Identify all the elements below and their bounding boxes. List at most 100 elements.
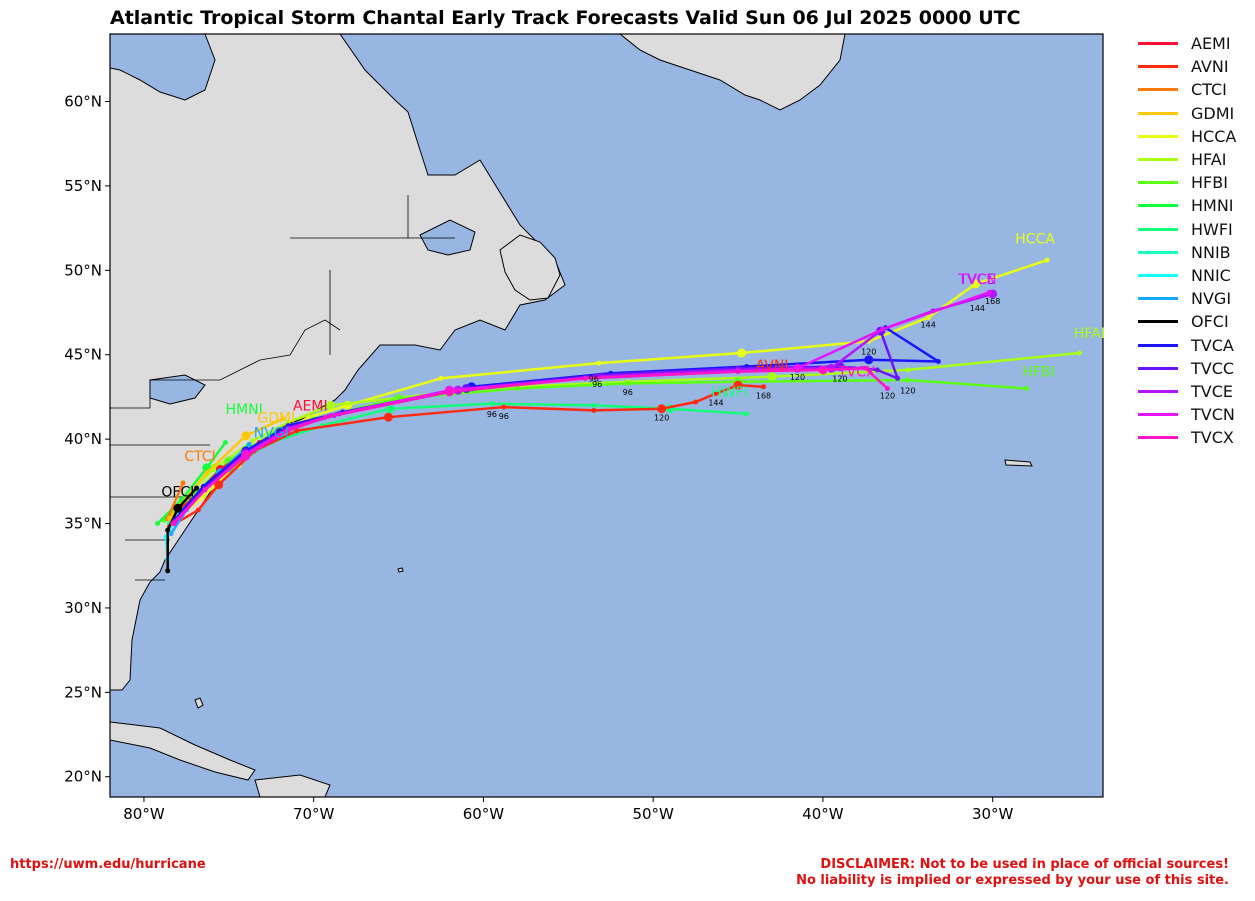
website-link[interactable]: https://uwm.edu/hurricane: [10, 857, 206, 872]
track-label-avni: AVNI: [756, 358, 789, 374]
forecast-hour-label: 96: [589, 375, 599, 384]
forecast-tracks: [155, 257, 1082, 574]
forecast-hour-label: 120: [790, 373, 805, 382]
lat-tick-label: 50°N: [64, 261, 102, 279]
legend-label: HFBI: [1191, 173, 1228, 193]
track-point: [713, 391, 719, 397]
track-point: [165, 527, 171, 533]
track-point: [1024, 385, 1030, 391]
legend-item-aemi: AEMI: [1138, 32, 1253, 55]
track-label-hfai: HFAI: [1074, 326, 1105, 342]
track-label-hwfi: HWFI: [711, 385, 748, 401]
map-title: Atlantic Tropical Storm Chantal Early Tr…: [110, 7, 1021, 29]
legend-label: NNIB: [1191, 242, 1231, 262]
track-point: [905, 367, 911, 373]
track-point: [294, 428, 300, 434]
forecast-hour-label: 120: [880, 392, 895, 401]
track-point: [818, 365, 828, 375]
legend-label: CTCI: [1191, 80, 1227, 100]
forecast-hour-label: 144: [970, 304, 985, 313]
borders: [110, 195, 455, 581]
disclaimer: DISCLAIMER: Not to be used in place of o…: [796, 857, 1229, 889]
legend-item-tvcn: TVCN: [1138, 403, 1253, 426]
legend-label: TVCC: [1191, 358, 1235, 378]
legend-swatch: [1138, 320, 1178, 324]
track-point: [280, 416, 286, 422]
legend-swatch: [1138, 42, 1178, 46]
track-point: [195, 507, 201, 513]
track-label-gdmi: GDMI: [257, 410, 295, 426]
lat-tick-label: 55°N: [64, 177, 102, 195]
bermuda-land: [397, 567, 404, 573]
forecast-hour-label: 96: [499, 412, 509, 421]
forecast-hour-label: 120: [654, 414, 669, 423]
legend-item-ofci: OFCI: [1138, 310, 1253, 333]
track-point: [591, 402, 597, 408]
us-canada-border: [110, 319, 341, 409]
track-point: [625, 380, 631, 386]
track-label-hfbi: HFBI: [1022, 365, 1054, 381]
track-label-aemi: AEMI: [293, 398, 328, 414]
legend-swatch: [1138, 436, 1178, 440]
track-point: [733, 380, 743, 390]
track-point: [250, 438, 256, 444]
legend-label: TVCN: [1191, 405, 1235, 425]
track-point: [935, 358, 941, 364]
track-point: [326, 400, 336, 410]
forecast-hour-label: 96: [592, 380, 602, 389]
model-legend: AEMI AVNI CTCI GDMI HCCA HFAI HFBI HMNI HWFI NNIB…: [1138, 32, 1253, 449]
track-line-ctci: [166, 482, 185, 519]
track-point: [874, 367, 880, 373]
gulf-st-lawrence-water: [419, 219, 476, 256]
track-point: [202, 487, 208, 493]
track-point: [1044, 257, 1050, 263]
legend-label: HFAI: [1191, 150, 1227, 170]
legend-item-hmni: HMNI: [1138, 194, 1253, 217]
track-point: [736, 348, 746, 358]
track-point: [166, 515, 172, 521]
track-point: [905, 377, 911, 383]
lat-tick-label: 45°N: [64, 346, 102, 364]
legend-item-tvcx: TVCX: [1138, 426, 1253, 449]
lat-tick-label: 20°N: [64, 768, 102, 786]
legend-item-gdmi: GDMI: [1138, 102, 1253, 125]
track-label-ofci: OFCI: [161, 485, 194, 501]
legend-swatch: [1138, 227, 1178, 231]
map-frame: [109, 33, 1104, 798]
forecast-hour-label: 144: [708, 398, 723, 407]
legend-swatch: [1138, 134, 1178, 138]
track-point: [200, 494, 206, 500]
track-point: [489, 401, 495, 407]
legend-item-nnic: NNIC: [1138, 264, 1253, 287]
lon-tick-label: 50°W: [632, 805, 674, 823]
legend-item-hfbi: HFBI: [1138, 171, 1253, 194]
legend-swatch: [1138, 111, 1178, 115]
legend-item-tvce: TVCE: [1138, 380, 1253, 403]
legend-swatch: [1138, 389, 1178, 393]
track-point: [194, 485, 200, 491]
track-point: [879, 326, 885, 332]
legend-label: AEMI: [1191, 34, 1231, 54]
legend-item-tvcc: TVCC: [1138, 357, 1253, 380]
legend-swatch: [1138, 273, 1178, 277]
track-point: [180, 480, 186, 486]
forecast-hour-label: 168: [985, 297, 1000, 306]
disclaimer-line-2: No liability is implied or expressed by …: [796, 873, 1229, 888]
track-point: [214, 480, 224, 490]
legend-item-ctci: CTCI: [1138, 78, 1253, 101]
track-point: [582, 375, 588, 381]
legend-item-hwfi: HWFI: [1138, 218, 1253, 241]
track-point: [591, 407, 597, 413]
track-point: [767, 372, 777, 382]
forecast-hour-label: 120: [900, 387, 915, 396]
bahamas-land: [194, 697, 204, 709]
lon-tick-label: 60°W: [463, 805, 505, 823]
legend-swatch: [1138, 65, 1178, 69]
legend-swatch: [1138, 297, 1178, 301]
track-point: [895, 375, 901, 381]
legend-label: NNIC: [1191, 265, 1231, 285]
track-point: [165, 568, 171, 574]
inland-water: [110, 34, 476, 405]
track-point: [693, 399, 699, 405]
track-point: [285, 428, 291, 434]
